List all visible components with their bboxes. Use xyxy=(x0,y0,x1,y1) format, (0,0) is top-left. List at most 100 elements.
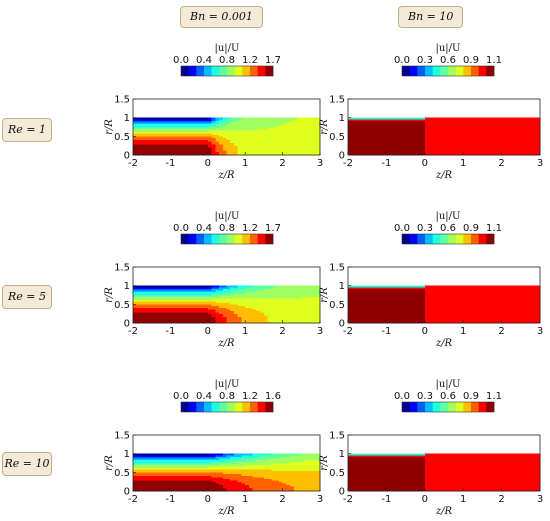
heatmap-cell xyxy=(226,117,231,120)
heatmap-cell xyxy=(275,133,280,136)
heatmap-cell xyxy=(144,142,149,145)
heatmap-cell xyxy=(166,134,171,137)
heatmap-cell xyxy=(312,318,317,321)
heatmap-cell xyxy=(207,298,212,301)
heatmap-cell xyxy=(136,137,141,140)
heatmap-cell xyxy=(140,304,145,307)
heatmap-cell xyxy=(290,315,295,318)
heatmap-cell xyxy=(278,312,283,315)
heatmap-cell xyxy=(219,296,224,299)
heatmap-cell xyxy=(133,120,138,123)
heatmap-cell xyxy=(474,293,479,296)
heatmap-cell xyxy=(390,319,395,322)
heatmap-cell xyxy=(166,120,171,123)
heatmap-cell xyxy=(390,148,395,151)
heatmap-cell xyxy=(185,142,190,145)
heatmap-cell xyxy=(486,153,491,156)
heatmap-cell xyxy=(516,147,522,150)
heatmap-cell xyxy=(451,291,456,294)
heatmap-cell xyxy=(219,288,224,291)
heatmap-cell xyxy=(417,139,422,142)
heatmap-cell xyxy=(211,285,216,288)
heatmap-cell xyxy=(409,321,414,324)
heatmap-cell xyxy=(230,321,235,324)
heatmap-cell xyxy=(417,285,422,288)
heatmap-cell xyxy=(374,139,380,142)
heatmap-cell xyxy=(501,128,506,131)
heatmap-cell xyxy=(397,296,403,299)
colorbar-swatch xyxy=(196,234,205,244)
heatmap-cell xyxy=(432,302,437,305)
heatmap-cell xyxy=(459,296,464,299)
heatmap-cell xyxy=(256,312,261,315)
heatmap-cell xyxy=(305,285,310,288)
heatmap-cell xyxy=(501,130,506,133)
heatmap-cell xyxy=(245,122,250,125)
heatmap-cell xyxy=(467,304,472,307)
heatmap-cell xyxy=(222,318,227,321)
heatmap-cell xyxy=(532,319,537,322)
heatmap-cell xyxy=(162,153,168,156)
heatmap-cell xyxy=(405,151,410,154)
heatmap-cell xyxy=(478,315,483,318)
heatmap-cell xyxy=(520,141,525,143)
heatmap-cell xyxy=(293,285,298,288)
heatmap-cell xyxy=(405,291,410,294)
heatmap-cell xyxy=(196,151,201,154)
heatmap-cell xyxy=(520,318,525,321)
heatmap-cell xyxy=(482,139,487,142)
heatmap-cell xyxy=(470,296,476,299)
heatmap-cell xyxy=(241,296,246,299)
heatmap-cell xyxy=(147,304,153,307)
heatmap-cell xyxy=(351,304,357,307)
heatmap-cell xyxy=(417,119,422,122)
heatmap-cell xyxy=(536,137,541,140)
heatmap-cell xyxy=(363,147,368,150)
heatmap-cell xyxy=(215,315,220,318)
heatmap-cell xyxy=(245,151,250,154)
heatmap-cell xyxy=(159,144,164,147)
heatmap-cell xyxy=(170,134,175,137)
heatmap-cell xyxy=(308,153,313,156)
heatmap-cell xyxy=(181,310,186,313)
heatmap-cell xyxy=(390,310,395,313)
heatmap-cell xyxy=(444,120,449,123)
heatmap-cell xyxy=(536,290,541,293)
heatmap-cell xyxy=(428,299,433,302)
heatmap-cell xyxy=(275,288,280,291)
heatmap-cell xyxy=(215,296,220,299)
heatmap-cell xyxy=(181,147,186,150)
heatmap-cell xyxy=(192,296,197,299)
heatmap-cell xyxy=(248,298,254,301)
heatmap-cell xyxy=(237,319,242,322)
heatmap-cell xyxy=(248,125,254,128)
heatmap-cell xyxy=(140,291,145,294)
heatmap-cell xyxy=(226,309,231,311)
heatmap-cell xyxy=(226,321,231,324)
heatmap-cell xyxy=(459,316,464,319)
heatmap-cell xyxy=(470,122,476,125)
heatmap-cell xyxy=(252,150,257,153)
heatmap-cell xyxy=(486,315,491,318)
heatmap-cell xyxy=(282,299,287,302)
heatmap-cell xyxy=(390,151,395,154)
heatmap-cell xyxy=(151,319,156,322)
heatmap-cell xyxy=(170,141,175,143)
heatmap-cell xyxy=(230,153,235,156)
heatmap-cell xyxy=(490,130,495,133)
heatmap-cell xyxy=(374,307,380,310)
heatmap-cell xyxy=(532,130,537,133)
heatmap-cell xyxy=(133,301,138,304)
heatmap-cell xyxy=(282,147,287,150)
y-tick-label: 1.5 xyxy=(329,263,345,274)
heatmap-cell xyxy=(444,299,449,302)
heatmap-cell xyxy=(501,145,506,148)
heatmap-cell xyxy=(524,296,529,299)
heatmap-cell xyxy=(271,298,276,301)
heatmap-cell xyxy=(181,307,186,310)
heatmap-cell xyxy=(136,293,141,296)
heatmap-cell xyxy=(282,142,287,145)
heatmap-cell xyxy=(256,128,261,131)
heatmap-cell xyxy=(282,302,287,305)
heatmap-cell xyxy=(241,302,246,305)
